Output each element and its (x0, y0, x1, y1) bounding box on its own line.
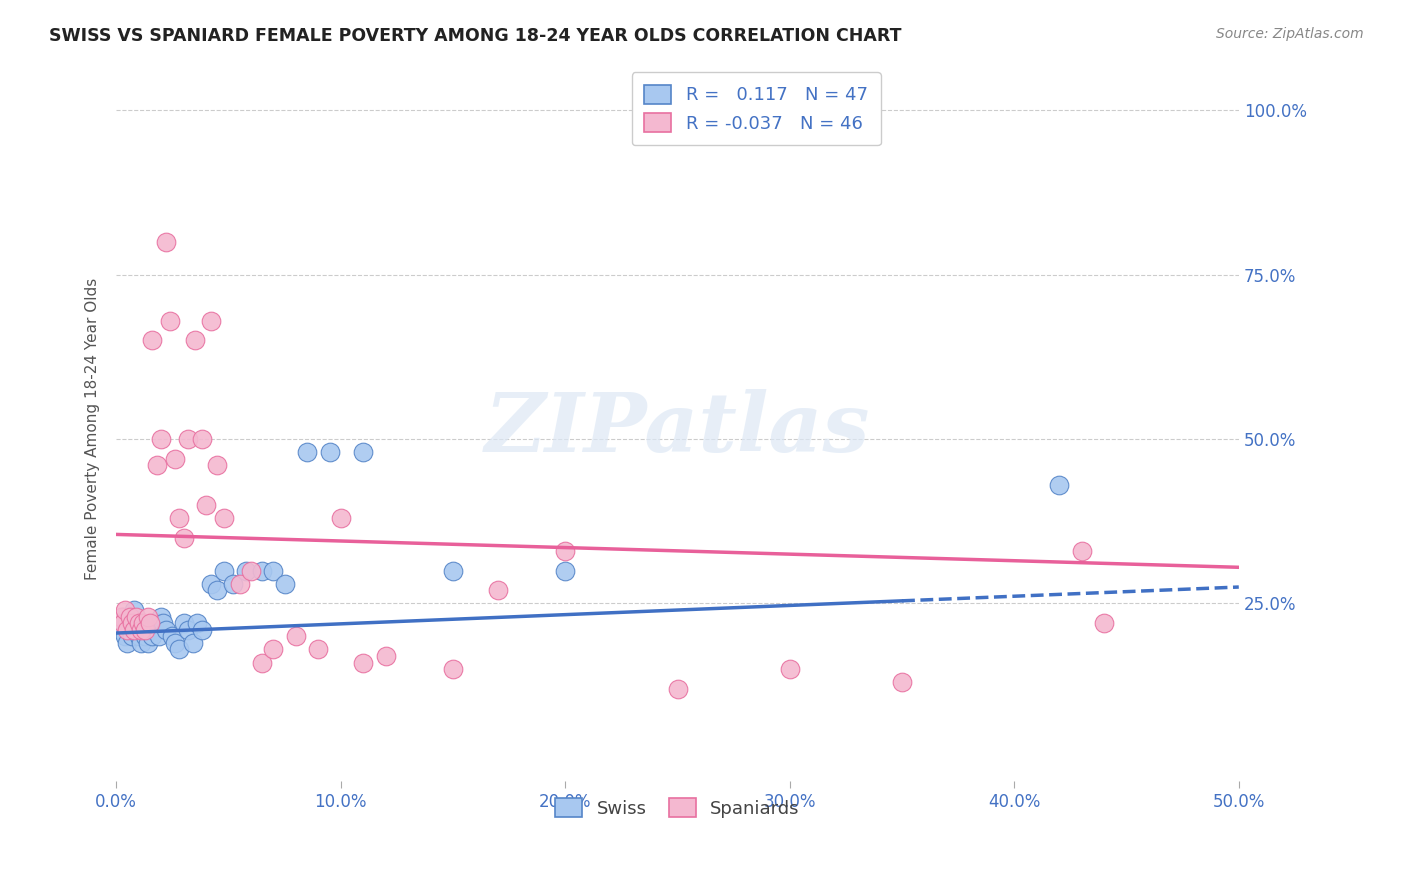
Point (162, 629, 184, 643)
Point (173, 531, 195, 545)
Point (122, 623, 145, 637)
Point (184, 334, 207, 348)
Point (145, 616, 167, 631)
Point (250, 564, 273, 578)
Point (207, 583, 229, 598)
Point (125, 609, 148, 624)
Point (139, 616, 162, 631)
Point (117, 616, 139, 631)
Point (1070, 544, 1092, 558)
Point (132, 623, 155, 637)
Text: SWISS VS SPANIARD FEMALE POVERTY AMONG 18-24 YEAR OLDS CORRELATION CHART: SWISS VS SPANIARD FEMALE POVERTY AMONG 1… (49, 27, 901, 45)
Point (195, 498, 218, 512)
Point (134, 623, 156, 637)
Point (186, 616, 208, 631)
Point (554, 564, 576, 578)
Point (240, 564, 263, 578)
Point (352, 445, 374, 459)
Point (155, 235, 177, 249)
Point (329, 511, 352, 525)
Point (128, 629, 150, 643)
Point (118, 609, 141, 624)
Point (200, 576, 222, 591)
Point (167, 642, 190, 657)
Point (152, 616, 174, 631)
Point (554, 544, 576, 558)
Point (122, 616, 145, 631)
Point (891, 675, 914, 690)
Point (143, 616, 166, 631)
Point (150, 609, 173, 624)
Point (128, 616, 150, 631)
Point (132, 616, 155, 631)
Point (262, 564, 284, 578)
Legend: Swiss, Spaniards: Swiss, Spaniards (548, 791, 807, 825)
Point (190, 432, 212, 446)
Point (666, 681, 689, 696)
Point (121, 629, 143, 643)
Point (129, 623, 152, 637)
Point (352, 656, 374, 670)
Point (212, 564, 235, 578)
Point (235, 564, 257, 578)
Point (148, 629, 170, 643)
Point (295, 445, 318, 459)
Point (111, 616, 134, 631)
Point (129, 636, 152, 650)
Point (118, 623, 141, 637)
Text: ZIPatlas: ZIPatlas (485, 389, 870, 469)
Point (273, 576, 295, 591)
Point (136, 636, 159, 650)
Point (163, 636, 186, 650)
Point (441, 662, 464, 676)
Point (779, 662, 801, 676)
Y-axis label: Female Poverty Among 18-24 Year Olds: Female Poverty Among 18-24 Year Olds (86, 278, 100, 581)
Point (177, 623, 200, 637)
Point (190, 623, 212, 637)
Point (150, 432, 173, 446)
Point (121, 616, 143, 631)
Point (250, 656, 273, 670)
Point (117, 623, 139, 637)
Point (1092, 616, 1115, 631)
Point (145, 458, 167, 473)
Point (128, 616, 150, 631)
Point (141, 334, 163, 348)
Point (110, 623, 132, 637)
Point (177, 432, 200, 446)
Point (125, 623, 148, 637)
Point (318, 445, 340, 459)
Point (122, 603, 145, 617)
Text: Source: ZipAtlas.com: Source: ZipAtlas.com (1216, 27, 1364, 41)
Point (141, 629, 163, 643)
Point (132, 616, 155, 631)
Point (167, 511, 190, 525)
Point (134, 629, 156, 643)
Point (229, 576, 252, 591)
Point (212, 511, 235, 525)
Point (173, 616, 195, 631)
Point (117, 636, 139, 650)
Point (110, 609, 132, 624)
Point (207, 458, 229, 473)
Point (222, 576, 245, 591)
Point (139, 623, 162, 637)
Point (262, 642, 284, 657)
Point (155, 623, 177, 637)
Point (374, 648, 396, 663)
Point (114, 629, 136, 643)
Point (159, 314, 181, 328)
Point (486, 583, 509, 598)
Point (114, 603, 136, 617)
Point (181, 636, 204, 650)
Point (307, 642, 329, 657)
Point (1047, 478, 1070, 492)
Point (111, 609, 134, 624)
Point (441, 564, 464, 578)
Point (284, 629, 307, 643)
Point (200, 314, 222, 328)
Point (136, 609, 159, 624)
Point (163, 451, 186, 466)
